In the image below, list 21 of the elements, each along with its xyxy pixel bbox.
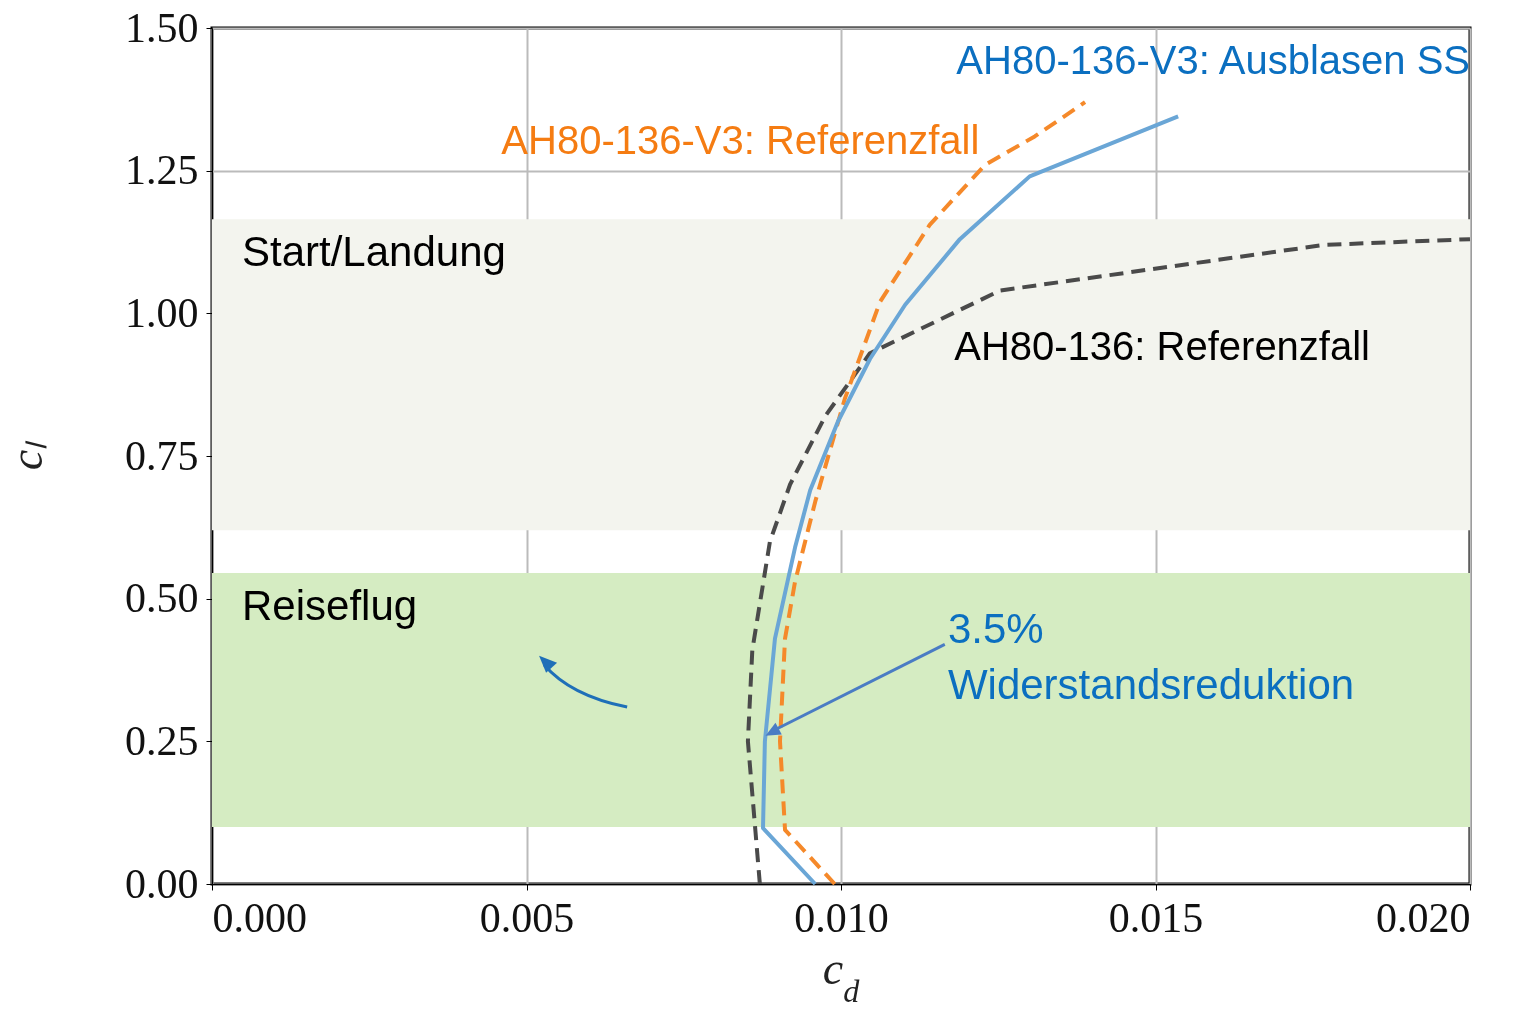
y-tick-label: 1.50 [125, 4, 199, 51]
x-tick-label: 0.010 [794, 894, 889, 941]
band-label: Start/Landung [242, 228, 506, 276]
series-label: AH80-136-V3: Referenzfall [501, 118, 980, 163]
y-tick-label: 1.00 [125, 289, 199, 336]
y-axis-title: cₗ [1, 439, 52, 471]
x-tick-label: 0.005 [479, 894, 575, 941]
y-tick-label: 0.75 [125, 432, 199, 479]
series-label: AH80-136-V3: Ausblasen SS [956, 38, 1470, 83]
y-tick-label: 0.50 [125, 575, 199, 622]
line-series [745, 237, 1472, 886]
x-tick-label: 0.015 [1108, 894, 1204, 941]
series-label: AH80-136: Referenzfall [954, 323, 1370, 368]
x-tick-label: 0.020 [1376, 894, 1471, 941]
x-axis-title: c$_{d}$ [822, 943, 861, 1009]
band-label: Reiseflug [242, 581, 418, 629]
y-tick-label: 1.25 [125, 147, 199, 194]
y-tick-label: 0.25 [125, 717, 199, 764]
y-tick-label: 0.00 [125, 860, 199, 907]
x-tick-label: 0.000 [212, 894, 307, 941]
annotation: 3.5% Widerstandsreduktion [947, 605, 1355, 709]
